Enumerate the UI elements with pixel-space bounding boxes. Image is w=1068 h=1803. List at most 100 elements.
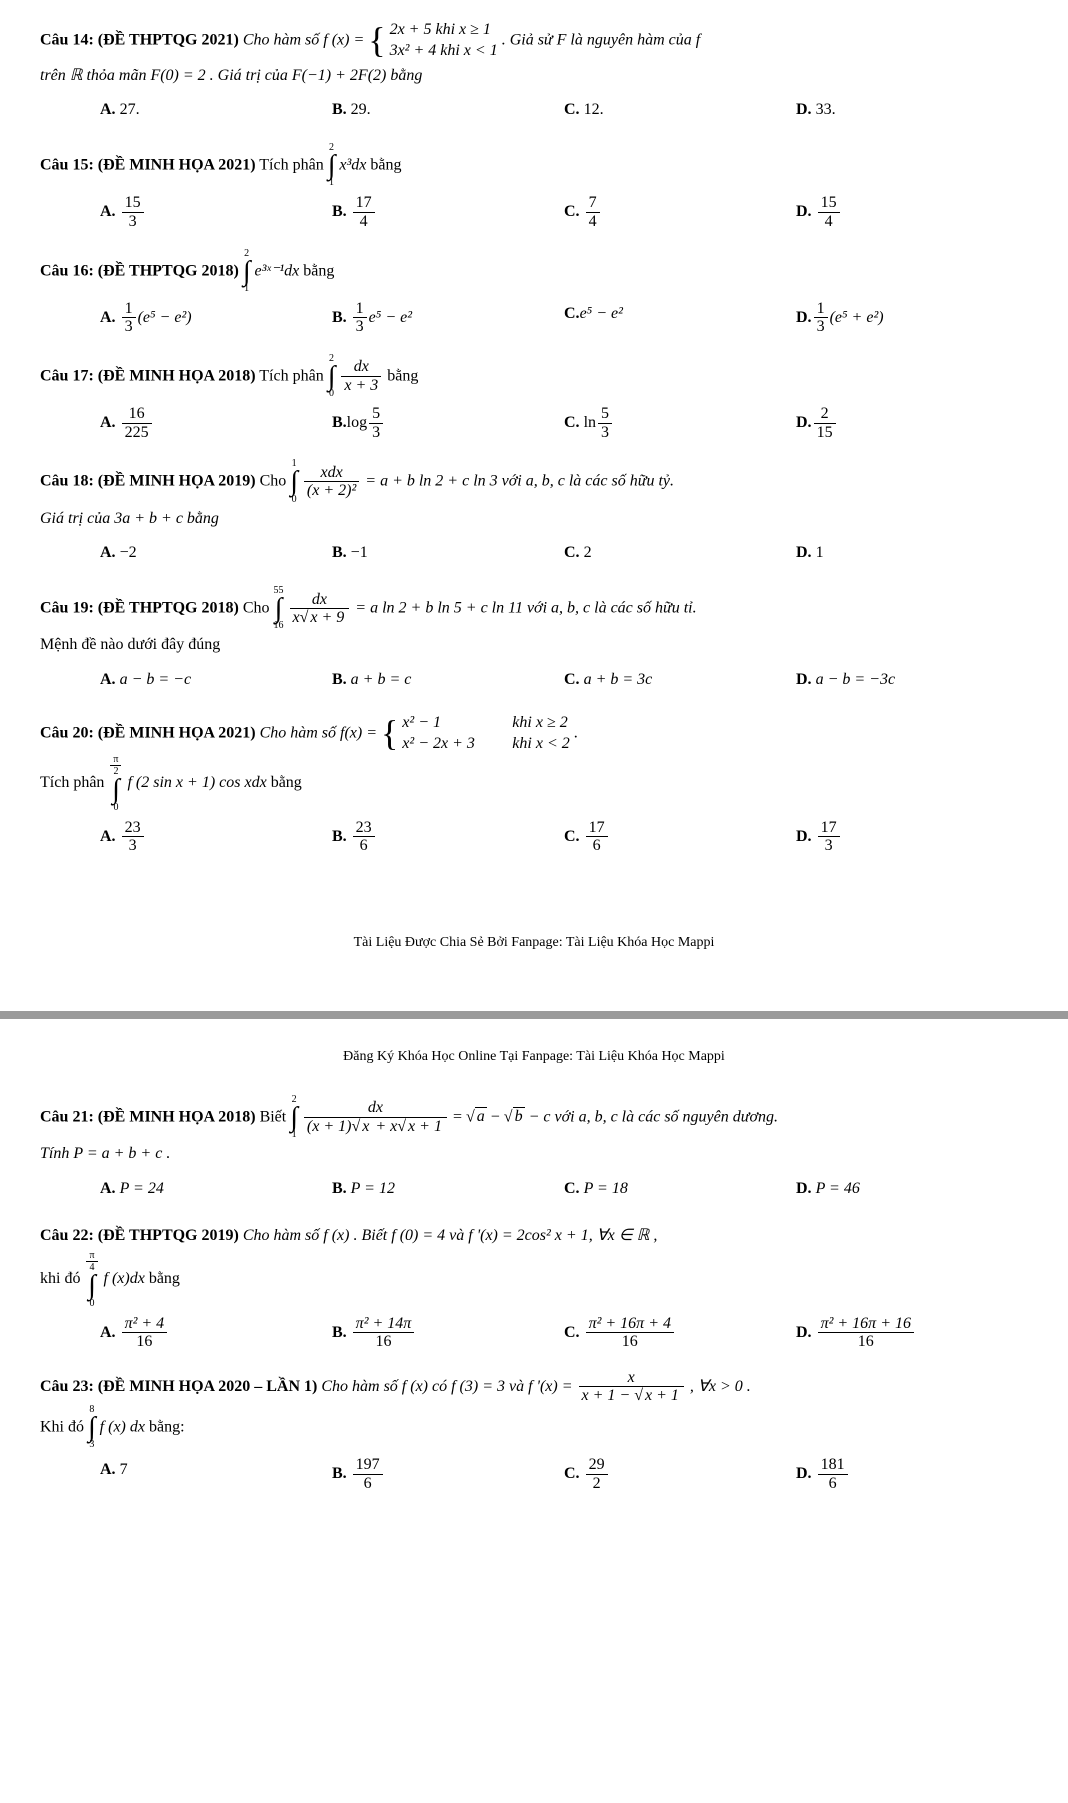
q14-piece1: 2x + 5 khi x ≥ 1	[390, 20, 498, 41]
q21-text1: Biết	[260, 1108, 287, 1125]
q15-text1: Tích phân	[259, 156, 323, 173]
q18-choices: A. −2 B. −1 C. 2 D. 1	[40, 539, 1028, 568]
question-19: Câu 19: (ĐỀ THPTQG 2018) Cho 55 ∫ 16 dx …	[40, 586, 1028, 695]
q18-choice-c: C. 2	[564, 539, 796, 568]
q17-text2: bằng	[387, 367, 418, 384]
q19-choice-c: C. a + b = 3c	[564, 666, 796, 695]
q21-choice-d: D. P = 46	[796, 1175, 1028, 1204]
q19-choice-d: D. a − b = −3c	[796, 666, 1028, 695]
q14-piece2: 3x² + 4 khi x < 1	[390, 41, 498, 62]
q23-choice-b: B. 1976	[332, 1456, 564, 1492]
q22-text1: Cho hàm số f (x) . Biết f (0) = 4 và f '…	[243, 1227, 658, 1244]
q14-choices: A. 27. B. 29. C. 12. D. 33.	[40, 96, 1028, 125]
q21-choice-c: C. P = 18	[564, 1175, 796, 1204]
question-15: Câu 15: (ĐỀ MINH HỌA 2021) Tích phân 2 ∫…	[40, 143, 1028, 230]
q19-choice-a: A. a − b = −c	[100, 666, 332, 695]
page-2: Đăng Ký Khóa Học Online Tại Fanpage: Tài…	[0, 1019, 1068, 1551]
q15-text2: bằng	[370, 156, 401, 173]
q22-choice-c: C. π² + 16π + 416	[564, 1315, 796, 1351]
q18-text2: = a + b ln 2 + c ln 3 với a, b, c là các…	[365, 473, 674, 490]
q16-choices: A. 13(e⁵ − e²) B. 13e⁵ − e² C.e⁵ − e² D.…	[40, 300, 1028, 336]
q15-choices: A. 153 B. 174 C. 74 D. 154	[40, 194, 1028, 230]
q18-text3: Giá trị của 3a + b + c bằng	[40, 505, 1028, 534]
q16-text2: bằng	[303, 262, 334, 279]
q17-choice-b: B.log53	[332, 405, 564, 441]
q17-frac: dxx + 3	[341, 358, 381, 394]
page2-header: Đăng Ký Khóa Học Online Tại Fanpage: Tài…	[40, 1039, 1028, 1095]
q20-integral: π2 ∫ 0	[108, 754, 123, 812]
q22-label: Câu 22: (ĐỀ THPTQG 2019)	[40, 1227, 239, 1244]
question-23: Câu 23: (ĐỀ MINH HỌA 2020 – LẦN 1) Cho h…	[40, 1369, 1028, 1493]
page-1: Câu 14: (ĐỀ THPTQG 2021) Cho hàm số f (x…	[0, 0, 1068, 1011]
q20-piecewise: x² − 1khi x ≥ 2 x² − 2x + 3khi x < 2	[402, 713, 569, 755]
brace: {	[368, 26, 385, 55]
q18-choice-d: D. 1	[796, 539, 1028, 568]
q22-choice-b: B. π² + 14π16	[332, 1315, 564, 1351]
page1-footer: Tài Liệu Được Chia Sẻ Bởi Fanpage: Tài L…	[40, 935, 1028, 971]
q17-label: Câu 17: (ĐỀ MINH HỌA 2018)	[40, 367, 256, 384]
q22-line2: khi đó π4 ∫ 0 f (x)dx bằng	[40, 1250, 1028, 1308]
q22-choices: A. π² + 416 B. π² + 14π16 C. π² + 16π + …	[40, 1315, 1028, 1351]
q20-choice-b: B. 236	[332, 819, 564, 855]
q14-text1: Cho hàm số f (x) =	[243, 31, 364, 48]
q19-text2: = a ln 2 + b ln 5 + c ln 11 với a, b, c …	[355, 599, 696, 616]
q16-choice-b: B. 13e⁵ − e²	[332, 300, 564, 336]
q16-choice-d: D.13(e⁵ + e²)	[796, 300, 1028, 336]
q19-label: Câu 19: (ĐỀ THPTQG 2018)	[40, 599, 239, 616]
q15-choice-c: C. 74	[564, 194, 796, 230]
q16-choice-a: A. 13(e⁵ − e²)	[100, 300, 332, 336]
question-17: Câu 17: (ĐỀ MINH HỌA 2018) Tích phân 2 ∫…	[40, 354, 1028, 441]
q14-choice-c: C. 12.	[564, 96, 796, 125]
q17-text1: Tích phân	[259, 367, 323, 384]
question-16: Câu 16: (ĐỀ THPTQG 2018) 2 ∫ 1 e³ˣ⁻¹dx b…	[40, 249, 1028, 336]
q18-text1: Cho	[260, 473, 287, 490]
q18-integral: 1 ∫ 0	[290, 459, 298, 504]
q20-line2: Tích phân π2 ∫ 0 f (2 sin x + 1) cos xdx…	[40, 754, 1028, 812]
q19-integral: 55 ∫ 16	[274, 586, 284, 631]
q16-choice-c: C.e⁵ − e²	[564, 300, 796, 336]
q17-choices: A. 16225 B.log53 C. ln53 D.215	[40, 405, 1028, 441]
q19-text1: Cho	[243, 599, 270, 616]
q20-choices: A. 233 B. 236 C. 176 D. 173	[40, 819, 1028, 855]
question-18: Câu 18: (ĐỀ MINH HỌA 2019) Cho 1 ∫ 0 xdx…	[40, 459, 1028, 568]
q20-text1: Cho hàm số f(x) =	[260, 724, 377, 741]
q15-choice-a: A. 153	[100, 194, 332, 230]
q23-text2: , ∀x > 0 .	[690, 1378, 751, 1395]
q20-choice-c: C. 176	[564, 819, 796, 855]
q23-label: Câu 23: (ĐỀ MINH HỌA 2020 – LẦN 1)	[40, 1378, 317, 1395]
q17-integral: 2 ∫ 0	[328, 354, 336, 399]
q15-choice-b: B. 174	[332, 194, 564, 230]
q20-choice-d: D. 173	[796, 819, 1028, 855]
q14-label: Câu 14: (ĐỀ THPTQG 2021)	[40, 31, 239, 48]
q21-choice-b: B. P = 12	[332, 1175, 564, 1204]
question-22: Câu 22: (ĐỀ THPTQG 2019) Cho hàm số f (x…	[40, 1222, 1028, 1351]
q21-choices: A. P = 24 B. P = 12 C. P = 18 D. P = 46	[40, 1175, 1028, 1204]
q23-integral: 8 ∫ 3	[88, 1405, 96, 1450]
q23-frac: x x + 1 − √x + 1	[579, 1369, 684, 1405]
q17-choice-a: A. 16225	[100, 405, 332, 441]
q23-line2: Khi đó 8 ∫ 3 f (x) dx bằng:	[40, 1405, 1028, 1450]
q18-choice-a: A. −2	[100, 539, 332, 568]
q22-integral: π4 ∫ 0	[84, 1250, 99, 1308]
q19-text3: Mệnh đề nào dưới đây đúng	[40, 631, 1028, 660]
q18-choice-b: B. −1	[332, 539, 564, 568]
q21-text3: Tính P = a + b + c .	[40, 1140, 1028, 1169]
q22-choice-a: A. π² + 416	[100, 1315, 332, 1351]
q19-choices: A. a − b = −c B. a + b = c C. a + b = 3c…	[40, 666, 1028, 695]
q17-choice-d: D.215	[796, 405, 1028, 441]
q14-piecewise: 2x + 5 khi x ≥ 1 3x² + 4 khi x < 1	[390, 20, 498, 62]
q21-integral: 2 ∫ 1	[290, 1095, 298, 1140]
q14-choice-b: B. 29.	[332, 96, 564, 125]
q16-label: Câu 16: (ĐỀ THPTQG 2018)	[40, 262, 239, 279]
q14-choice-a: A. 27.	[100, 96, 332, 125]
q19-frac: dx x√x + 9	[290, 591, 350, 627]
question-21: Câu 21: (ĐỀ MINH HỌA 2018) Biết 2 ∫ 1 dx…	[40, 1095, 1028, 1204]
q16-integrand: e³ˣ⁻¹dx	[255, 262, 300, 279]
q23-choices: A. 7 B. 1976 C. 292 D. 1816	[40, 1456, 1028, 1492]
q18-label: Câu 18: (ĐỀ MINH HỌA 2019)	[40, 473, 256, 490]
q14-text2: . Giả sử F là nguyên hàm của f	[502, 31, 700, 48]
q23-choice-a: A. 7	[100, 1456, 332, 1492]
q18-frac: xdx(x + 2)²	[304, 464, 359, 500]
question-20: Câu 20: (ĐỀ MINH HỌA 2021) Cho hàm số f(…	[40, 713, 1028, 855]
q16-integral: 2 ∫ 1	[243, 249, 251, 294]
